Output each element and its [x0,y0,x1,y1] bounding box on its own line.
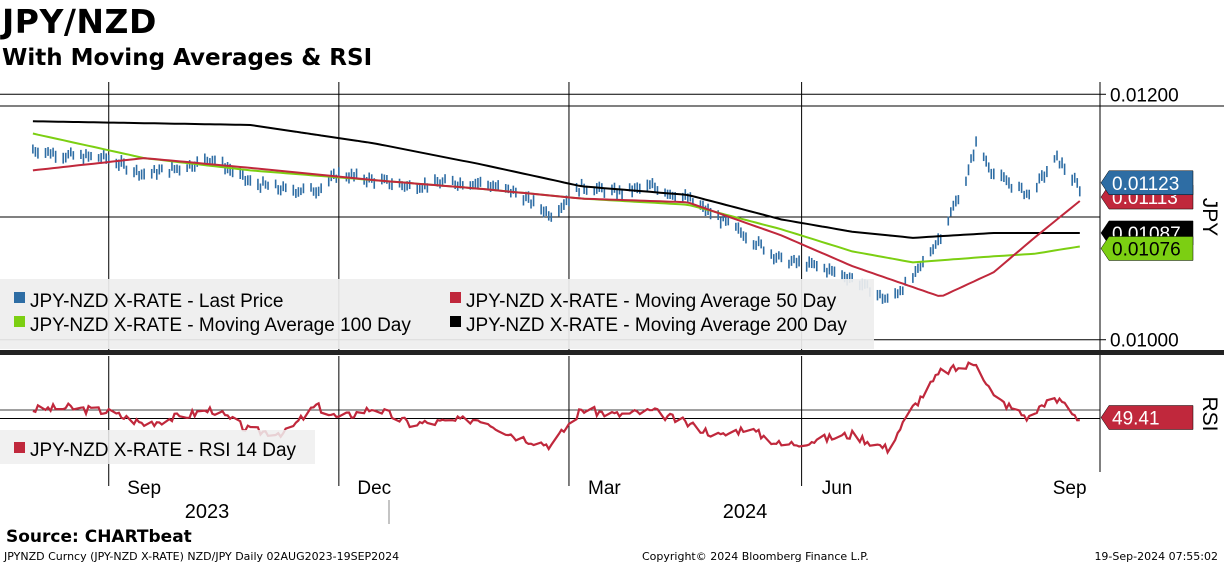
y-axis-label: JPY [1198,198,1221,237]
ma100-value-tag-label: 0.01076 [1112,239,1181,260]
legend-label: JPY-NZD X-RATE - Moving Average 50 Day [466,291,837,312]
ma50-line [32,157,1081,297]
x-tick-label: Sep [1053,478,1087,499]
x-tick-label: Jun [822,478,853,499]
legend-swatch [450,316,461,327]
rsi-value-tag-shape [1100,405,1194,430]
ma100-line [32,132,1080,264]
year-label: 2023 [185,501,230,523]
footer-ticker-info: JPYNZD Curncy (JPY-NZD X-RATE) NZD/JPY D… [4,550,400,563]
price-value-tag-shape [1100,170,1194,196]
rsi-line [32,361,1080,456]
legend-label: JPY-NZD X-RATE - Moving Average 200 Day [466,315,847,336]
legend-swatch [14,292,25,303]
source-note: Source: CHARTbeat [6,527,192,547]
legend-swatch [450,292,461,303]
legend-label: JPY-NZD X-RATE - RSI 14 Day [30,440,297,461]
price-legend-box [0,279,874,349]
rsi-value-tag: 49.41 [1100,405,1194,430]
legend-label: JPY-NZD X-RATE - Moving Average 100 Day [30,315,411,336]
footer-timestamp: 19-Sep-2024 07:55:02 [1094,550,1218,563]
chart-subtitle: With Moving Averages & RSI [2,45,373,71]
ma100-value-tag-shape [1100,236,1194,261]
ma200-line [32,120,1080,239]
legend-label: JPY-NZD X-RATE - Last Price [30,291,283,312]
y-tick-label: 0.01200 [1110,85,1179,106]
x-tick-label: Dec [357,478,391,499]
price-value-tag-label: 0.01123 [1112,174,1179,195]
price-value-tag: 0.01123 [1100,170,1194,196]
legend-swatch [14,316,25,327]
y-tick-label: 0.01000 [1110,331,1179,352]
footer-copyright: Copyright© 2024 Bloomberg Finance L.P. [642,550,869,563]
x-tick-label: Sep [127,478,161,499]
rsi-axis-label: RSI [1198,396,1221,431]
ma100-value-tag: 0.01076 [1100,236,1194,261]
rsi-value-tag-label: 49.41 [1112,409,1160,430]
x-tick-label: Mar [588,478,621,499]
year-label: 2024 [723,501,768,523]
panel-separator [0,350,1224,355]
rsi-legend-box [0,430,315,464]
legend-swatch [14,442,25,453]
chart-title: JPY/NZD [2,2,157,41]
